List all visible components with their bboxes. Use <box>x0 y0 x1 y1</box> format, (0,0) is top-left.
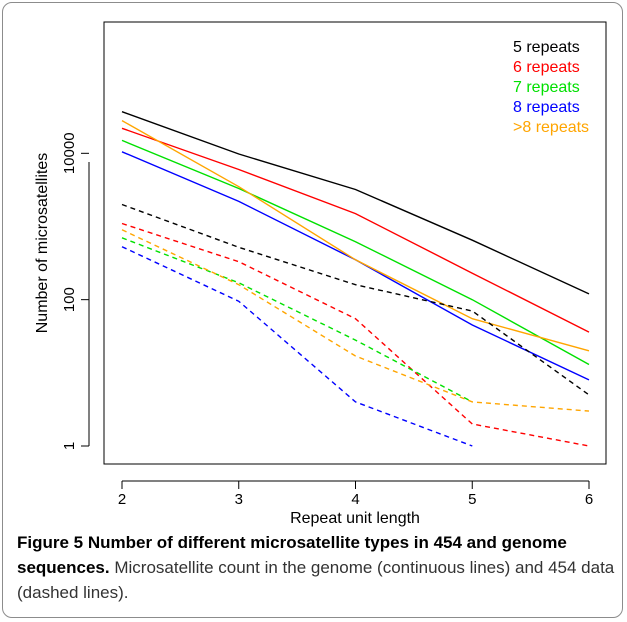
caption-title: Figure 5 Number of different microsatell… <box>17 533 567 577</box>
series-line-454-6 <box>121 222 590 447</box>
series-layer <box>121 111 590 447</box>
series-line-454-5 <box>121 203 590 396</box>
legend-entry: 7 repeats <box>513 79 580 96</box>
series-line-454-8 <box>121 246 473 447</box>
series-line-genome-2 <box>121 139 590 366</box>
x-tick-label: 4 <box>351 491 359 508</box>
x-tick-label: 3 <box>235 491 243 508</box>
series-line-genome-0 <box>121 111 590 295</box>
x-axis: 2 3 4 5 6 <box>118 480 593 508</box>
chart: 1 100 10000 2 3 4 5 6 5 repeats 6 repeats 7 repe… <box>34 21 607 527</box>
x-axis-label: Repeat unit length <box>290 510 420 527</box>
y-axis: 1 100 10000 <box>61 132 90 450</box>
y-axis-label: Number of microsatellites <box>34 153 51 334</box>
legend-entry: 5 repeats <box>513 39 580 56</box>
x-tick-label: 6 <box>585 491 593 508</box>
legend-entry: >8 repeats <box>513 119 589 136</box>
x-tick-label: 2 <box>118 491 126 508</box>
caption-text: Microsatellite count in the genome (cont… <box>17 558 615 602</box>
y-tick-label: 100 <box>61 287 78 312</box>
series-line-genome-1 <box>121 127 590 333</box>
x-tick-label: 5 <box>468 491 476 508</box>
y-tick-label: 1 <box>61 442 78 450</box>
series-line-genome-3 <box>121 151 590 381</box>
legend-entry: 8 repeats <box>513 99 580 116</box>
series-line-genome-4 <box>121 119 590 352</box>
legend: 5 repeats 6 repeats 7 repeats 8 repeats >8 r… <box>513 39 589 136</box>
series-line-454-9 <box>121 229 590 412</box>
legend-entry: 6 repeats <box>513 59 580 76</box>
plot-box <box>103 21 607 465</box>
y-tick-label: 10000 <box>61 132 78 174</box>
figure-caption: Figure 5 Number of different microsatell… <box>17 530 617 605</box>
series-line-454-7 <box>121 237 473 403</box>
